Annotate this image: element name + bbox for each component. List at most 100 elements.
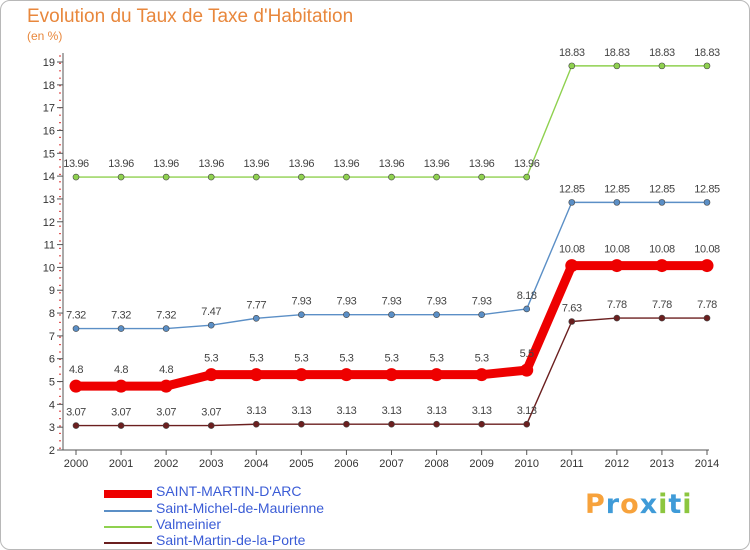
y-tick-label: 4 xyxy=(49,399,55,411)
data-label: 12.85 xyxy=(694,183,720,195)
y-tick-label: 11 xyxy=(44,240,55,252)
data-point xyxy=(523,305,531,313)
data-point xyxy=(343,173,350,181)
data-point xyxy=(613,314,621,322)
logo-letter: t xyxy=(668,489,683,520)
data-label: 13.96 xyxy=(63,158,89,170)
data-label: 7.32 xyxy=(156,310,176,322)
y-tick-label: 14 xyxy=(43,171,55,183)
y-tick-label: 17 xyxy=(43,103,55,115)
data-label: 3.13 xyxy=(517,405,537,417)
data-point xyxy=(207,173,215,181)
data-label: 13.96 xyxy=(379,158,405,170)
data-label: 7.77 xyxy=(246,299,266,311)
x-tick-label: 2005 xyxy=(289,458,313,470)
x-tick-label: 2003 xyxy=(199,458,223,470)
data-label: 4.8 xyxy=(69,364,83,376)
logo-letter: o xyxy=(620,489,640,520)
axes: 2 3 4 5 6 7 8 9 10 11 12 13 14 15 16 17 18 19 2000 2001 2002… xyxy=(43,53,719,470)
logo-letter: x xyxy=(639,489,659,520)
data-point xyxy=(69,379,83,393)
data-point xyxy=(294,368,308,382)
data-label: 3.07 xyxy=(111,407,131,419)
data-point xyxy=(117,173,125,181)
y-tick-label: 19 xyxy=(43,57,55,69)
y-tick-label: 18 xyxy=(43,80,55,92)
x-tick-label: 2009 xyxy=(469,458,493,470)
data-point xyxy=(72,325,80,332)
data-point xyxy=(343,311,350,318)
x-tick-label: 2002 xyxy=(154,458,178,470)
data-point xyxy=(207,422,215,429)
data-point xyxy=(703,199,711,206)
data-point xyxy=(388,173,395,181)
x-tick-label: 2006 xyxy=(334,458,358,470)
data-point xyxy=(117,325,125,332)
data-point xyxy=(252,173,260,181)
data-point xyxy=(478,420,485,428)
data-point xyxy=(700,259,714,273)
data-point xyxy=(433,311,440,318)
data-point xyxy=(207,321,215,329)
data-point xyxy=(388,420,395,428)
data-point xyxy=(114,379,128,393)
y-tick-label: 15 xyxy=(43,148,55,160)
unit-label: (en %) xyxy=(27,29,63,43)
data-label: 7.47 xyxy=(201,306,221,318)
logo-letter: r xyxy=(605,489,621,520)
data-point xyxy=(343,420,350,428)
data-point xyxy=(249,368,263,382)
data-label: 10.08 xyxy=(559,244,585,256)
data-labels: 4.8 4.8 4.8 5.3 5.3 5.3 5.3 5.3 5.3 5.3 5.5 10.08 10… xyxy=(63,47,720,419)
data-label: 3.07 xyxy=(66,407,86,419)
data-label: 5.3 xyxy=(204,353,218,365)
x-tick-label: 2000 xyxy=(64,458,88,470)
y-tick-label: 16 xyxy=(43,125,55,137)
data-label: 7.93 xyxy=(291,296,311,308)
data-label: 3.13 xyxy=(291,405,311,417)
data-label: 7.32 xyxy=(66,310,86,322)
x-tick-label: 2012 xyxy=(605,458,629,470)
data-point xyxy=(252,420,260,428)
y-tick-label: 8 xyxy=(49,308,55,320)
data-label: 3.13 xyxy=(427,405,447,417)
data-point xyxy=(385,368,398,382)
x-tick-label: 2008 xyxy=(424,458,448,470)
data-point xyxy=(252,315,260,322)
x-tick-label: 2004 xyxy=(244,458,268,470)
data-point xyxy=(298,311,305,318)
data-label: 4.8 xyxy=(114,364,128,376)
y-tick-label: 10 xyxy=(43,262,55,274)
data-label: 7.93 xyxy=(427,296,447,308)
y-tick-label: 6 xyxy=(49,354,55,366)
data-point xyxy=(117,422,125,429)
proxiti-logo: Proxiti xyxy=(585,489,693,520)
data-point xyxy=(520,363,534,377)
y-tick-label: 3 xyxy=(49,422,55,434)
data-label: 5.3 xyxy=(475,353,489,365)
data-point xyxy=(430,368,444,382)
data-point xyxy=(478,173,485,181)
data-point xyxy=(433,420,440,428)
data-point xyxy=(613,62,621,70)
data-label: 7.93 xyxy=(337,296,357,308)
legend-swatch xyxy=(104,490,152,498)
logo-letter: i xyxy=(682,489,693,520)
data-point xyxy=(568,62,576,70)
data-label: 13.96 xyxy=(514,158,540,170)
data-label: 7.63 xyxy=(562,303,582,315)
y-tick-label: 7 xyxy=(49,331,55,343)
data-label: 3.13 xyxy=(472,405,492,417)
data-point xyxy=(204,368,218,382)
data-label: 12.85 xyxy=(649,183,675,195)
data-label: 13.96 xyxy=(198,158,224,170)
chart-title: Evolution du Taux de Taxe d'Habitation xyxy=(27,6,354,27)
data-label: 13.96 xyxy=(108,158,134,170)
data-point xyxy=(339,368,353,382)
series-lines xyxy=(69,62,714,429)
data-point xyxy=(703,314,711,322)
logo-letter: P xyxy=(585,489,606,520)
x-tick-label: 2007 xyxy=(379,458,403,470)
